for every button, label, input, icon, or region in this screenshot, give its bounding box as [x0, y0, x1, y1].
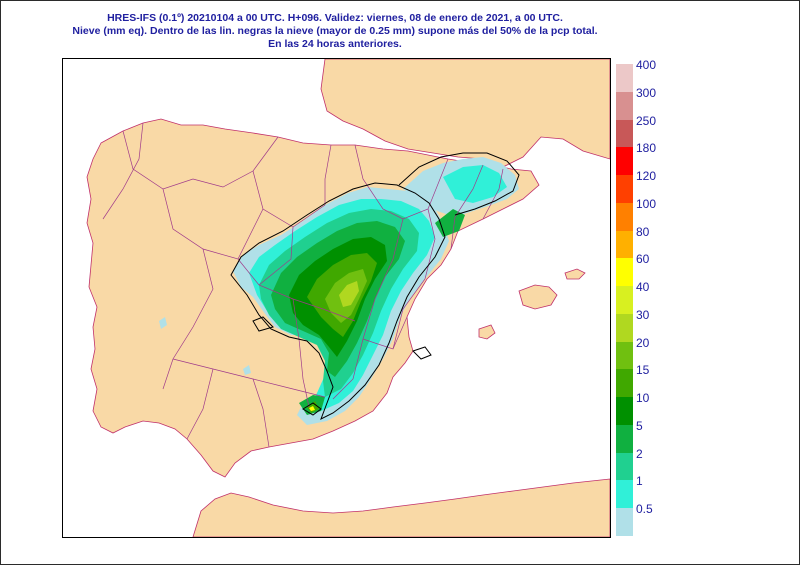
snow-patch-south [243, 365, 251, 375]
menorca-island [564, 268, 586, 280]
legend-label-10: 10 [636, 391, 650, 406]
legend-swatch-250 [616, 119, 633, 148]
legend-label-60: 60 [636, 252, 650, 267]
legend-swatch-300 [616, 91, 633, 120]
legend-swatch-1 [616, 480, 633, 509]
forecast-map [63, 59, 610, 537]
legend-label-400: 400 [636, 58, 657, 72]
france-landmass [320, 59, 610, 168]
mallorca-island [518, 284, 558, 310]
legend-swatch-30 [616, 313, 633, 343]
title-line-2: Nieve (mm eq). Dentro de las lin. negras… [72, 25, 598, 37]
legend-label-40: 40 [636, 280, 650, 295]
ibiza-island [478, 324, 496, 340]
legend-label-15: 15 [636, 363, 650, 378]
legend-swatch-10 [616, 397, 633, 426]
legend-swatch-5 [616, 424, 633, 454]
legend-swatch-15 [616, 369, 633, 398]
legend-label-180: 180 [636, 141, 657, 156]
legend-label-120: 120 [636, 169, 657, 184]
legend-label-100: 100 [636, 196, 657, 211]
legend-label-250: 250 [636, 113, 657, 128]
snow-patch-west [159, 317, 167, 329]
legend-swatch-100 [616, 202, 633, 232]
snow-fraction-outline [230, 152, 520, 421]
legend-swatch-60 [616, 258, 633, 287]
map-panel [62, 58, 611, 538]
legend-label-1: 1 [636, 474, 643, 489]
snow-level-60-spot [309, 406, 315, 411]
legend-swatch-80 [616, 230, 633, 259]
legend-swatch-180 [616, 147, 633, 176]
snow-field [233, 157, 519, 425]
north-africa-landmass [192, 478, 610, 537]
legend-swatch-0.5 [616, 508, 633, 537]
legend-swatch-400 [616, 64, 633, 93]
legend-swatch-2 [616, 452, 633, 481]
legend-swatch-20 [616, 341, 633, 370]
regional-borders [102, 122, 504, 448]
legend-label-30: 30 [636, 307, 650, 322]
legend-label-5: 5 [636, 418, 643, 433]
title-line-1: HRES-IFS (0.1º) 20210104 a 00 UTC. H+096… [107, 12, 563, 24]
legend-label-300: 300 [636, 85, 657, 100]
legend-swatch-120 [616, 175, 633, 204]
legend-label-20: 20 [636, 335, 650, 350]
legend-label-0.5: 0.5 [636, 502, 653, 517]
legend-bar [616, 64, 633, 537]
title-line-3: En las 24 horas anteriores. [268, 38, 402, 50]
legend-swatch-40 [616, 286, 633, 315]
legend-label-2: 2 [636, 446, 643, 461]
map-title: HRES-IFS (0.1º) 20210104 a 00 UTC. H+096… [0, 12, 670, 51]
legend-label-80: 80 [636, 224, 650, 239]
snow-level-30 [339, 281, 359, 307]
